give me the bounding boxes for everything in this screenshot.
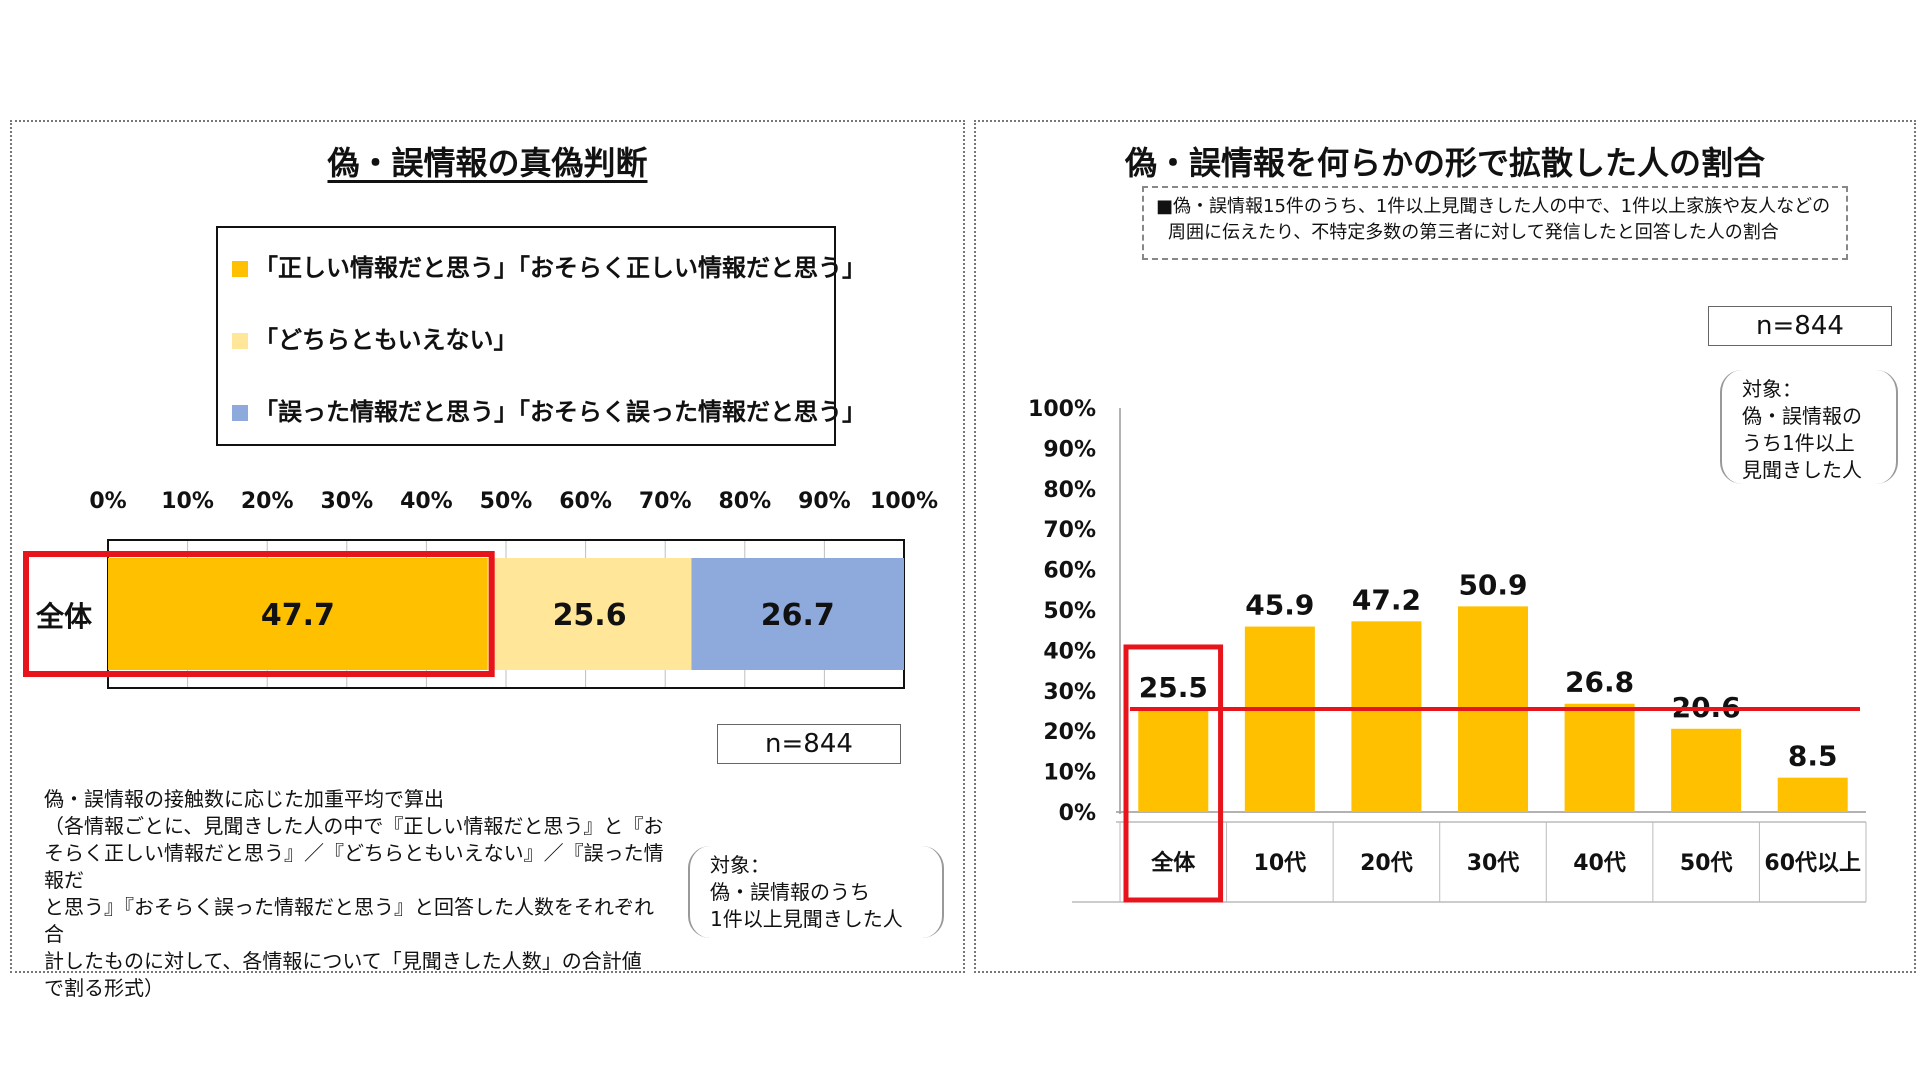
target-note-line: 偽・誤情報のうち	[710, 880, 870, 904]
legend-label-yes: 「正しい情報だと思う」「おそらく正しい情報だと思う」	[254, 254, 866, 282]
bar	[1777, 777, 1848, 812]
x-tick-label: 90%	[798, 489, 851, 514]
bar-segment	[487, 558, 692, 670]
calc-note: 偽・誤情報の接触数に応じた加重平均で算出 （各情報ごとに、見聞きした人の中で『正…	[44, 786, 664, 1002]
stacked-bar-chart: 0% 10% 20% 30% 40% 50% 60% 70% 80% 90% 100% 47.7 25.…	[23, 489, 938, 689]
y-tick-label: 20%	[1043, 720, 1096, 745]
right-chart-title: 偽・誤情報を何らかの形で拡散した人の割合	[1124, 144, 1765, 182]
left-target-note: 対象： 偽・誤情報のうち 1件以上見聞きした人	[688, 846, 944, 938]
target-note-line: 見聞きした人	[1742, 458, 1862, 482]
highlight-box	[23, 551, 495, 677]
data-label: 25.5	[1139, 671, 1208, 704]
category-label: 50代	[1680, 851, 1733, 876]
category-label: 30代	[1467, 851, 1520, 876]
category-label: 10代	[1254, 851, 1307, 876]
x-tick-label: 80%	[718, 489, 771, 514]
left-n-label: n=844	[717, 724, 901, 764]
legend: 「正しい情報だと思う」「おそらく正しい情報だと思う」 「どちらともいえない」 「…	[216, 226, 866, 446]
calc-note-line: で割る形式）	[44, 976, 164, 1000]
category-label: 全体	[35, 600, 93, 633]
category-label: 60代以上	[1764, 851, 1861, 876]
x-tick-label: 0%	[89, 489, 126, 514]
right-target-note: 対象： 偽・誤情報の うち1件以上 見聞きした人	[1720, 370, 1898, 484]
data-label: 45.9	[1245, 589, 1314, 622]
legend-swatch-neutral	[232, 333, 248, 349]
bar	[1671, 728, 1742, 812]
data-label: 8.5	[1788, 740, 1838, 773]
x-tick-label: 20%	[241, 489, 294, 514]
y-tick-label: 50%	[1043, 599, 1096, 624]
calc-note-line: （各情報ごとに、見聞きした人の中で『正しい情報だと思う』と『お	[44, 814, 664, 838]
calc-note-line: 計したものに対して、各情報について「見聞きした人数」の合計値	[44, 949, 642, 973]
target-note-line: うち1件以上	[1742, 431, 1855, 455]
highlight-box	[1123, 644, 1224, 903]
y-tick-label: 100%	[1028, 397, 1096, 422]
legend-swatch-yes	[232, 261, 248, 277]
bar	[1138, 708, 1209, 812]
category-label: 40代	[1573, 851, 1626, 876]
x-tick-label: 70%	[639, 489, 692, 514]
legend-item-yes: 「正しい情報だと思う」「おそらく正しい情報だと思う」	[232, 248, 866, 283]
y-tick-label: 80%	[1043, 478, 1096, 503]
y-tick-label: 10%	[1043, 761, 1096, 786]
bar	[1564, 703, 1635, 812]
x-tick-label: 40%	[400, 489, 453, 514]
description-box: ■偽・誤情報15件のうち、1件以上見聞きした人の中で、1件以上家族や友人などの …	[1142, 186, 1848, 260]
x-tick-label: 60%	[559, 489, 612, 514]
calc-note-title: 偽・誤情報の接触数に応じた加重平均で算出	[44, 787, 444, 811]
data-label: 47.7	[261, 598, 335, 633]
legend-item-no: 「誤った情報だと思う」「おそらく誤った情報だと思う」	[232, 392, 866, 427]
category-label: 20代	[1360, 851, 1413, 876]
legend-label-neutral: 「どちらともいえない」	[254, 326, 518, 354]
y-tick-label: 60%	[1043, 559, 1096, 584]
data-label: 25.6	[553, 598, 627, 633]
target-note-line: 1件以上見聞きした人	[710, 907, 903, 931]
left-panel: 偽・誤情報の真偽判断 「正しい情報だと思う」「おそらく正しい情報だと思う」 「ど…	[10, 120, 965, 1000]
target-note-line: 対象：	[710, 853, 770, 877]
legend-swatch-no	[232, 405, 248, 421]
bar	[1244, 626, 1315, 812]
target-note-line: 偽・誤情報の	[1742, 404, 1862, 428]
legend-item-neutral: 「どちらともいえない」	[232, 320, 518, 355]
target-note-line: 対象：	[1742, 377, 1802, 401]
y-tick-label: 30%	[1043, 680, 1096, 705]
bar	[1351, 621, 1422, 812]
age-bar-chart: 0% 10% 20% 30% 40% 50% 60% 70% 80% 90% 100% 25.5 全体 4…	[1028, 397, 1867, 903]
x-tick-label: 30%	[320, 489, 373, 514]
description-line: 周囲に伝えたり、不特定多数の第三者に対して発信したと回答した人の割合	[1168, 222, 1779, 243]
data-label: 26.8	[1565, 666, 1634, 699]
legend-label-no: 「誤った情報だと思う」「おそらく誤った情報だと思う」	[254, 398, 866, 426]
data-label: 50.9	[1458, 568, 1527, 601]
description-line: ■偽・誤情報15件のうち、1件以上見聞きした人の中で、1件以上家族や友人などの	[1156, 196, 1831, 217]
left-chart-title: 偽・誤情報の真偽判断	[327, 144, 648, 182]
right-panel: 偽・誤情報を何らかの形で拡散した人の割合 ■偽・誤情報15件のうち、1件以上見聞…	[974, 120, 1916, 973]
calc-note-line: そらく正しい情報だと思う』／『どちらともいえない』／『誤った情報だ	[44, 841, 664, 892]
bar-segment	[691, 558, 904, 670]
y-tick-label: 90%	[1043, 437, 1096, 462]
x-tick-label: 50%	[480, 489, 533, 514]
data-label: 26.7	[761, 598, 835, 633]
x-tick-label: 100%	[870, 489, 938, 514]
category-label: 全体	[1150, 850, 1196, 876]
right-n-label: n=844	[1708, 306, 1892, 346]
data-label: 47.2	[1352, 583, 1421, 616]
y-tick-label: 70%	[1043, 518, 1096, 543]
calc-note-line: と思う』『おそらく誤った情報だと思う』と回答した人数をそれぞれ合	[44, 895, 654, 946]
y-tick-label: 0%	[1059, 801, 1096, 826]
bar-segment	[108, 558, 488, 670]
y-tick-label: 40%	[1043, 639, 1096, 664]
x-tick-label: 10%	[161, 489, 214, 514]
